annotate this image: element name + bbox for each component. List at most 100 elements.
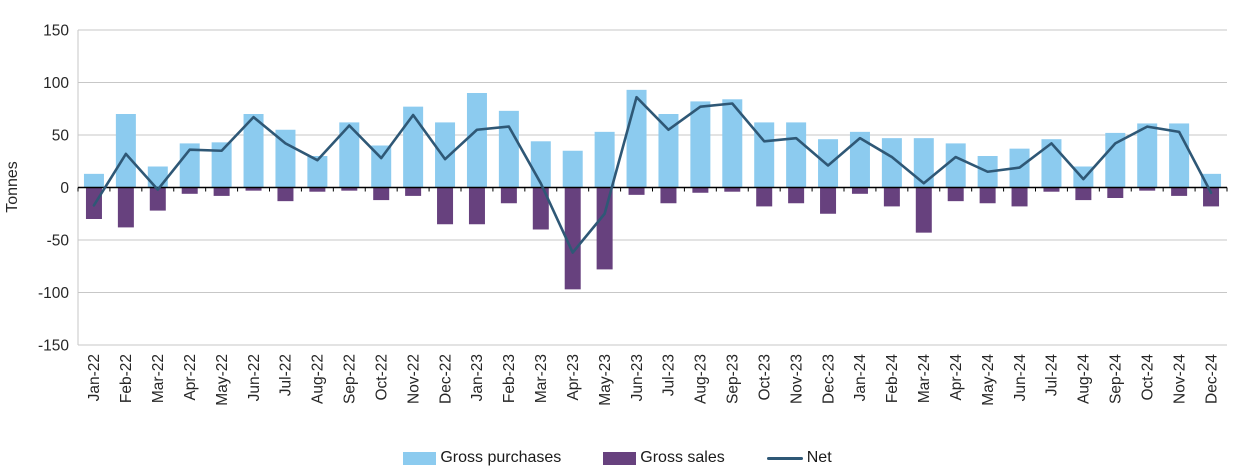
bar-gross-sales [149, 187, 166, 211]
bar-gross-purchases [754, 122, 775, 188]
x-tick-label: Feb-24 [884, 354, 901, 403]
bar-gross-sales [979, 187, 996, 204]
legend-swatch-gross-purchases [403, 451, 437, 465]
x-tick-label: Nov-22 [405, 354, 422, 404]
bar-gross-purchases [881, 138, 902, 188]
bar-gross-sales [1043, 187, 1060, 192]
x-tick-label: Nov-24 [1171, 354, 1188, 404]
x-tick-label: Jun-23 [629, 354, 646, 401]
bar-gross-purchases [818, 139, 839, 188]
x-tick-label: Oct-24 [1139, 354, 1156, 401]
bar-gross-sales [1171, 187, 1188, 196]
legend-label-gross-sales: Gross sales [640, 449, 725, 466]
bar-gross-sales [245, 187, 262, 191]
legend-label-net: Net [806, 449, 832, 466]
bar-gross-purchases [786, 122, 807, 188]
x-tick-label: May-24 [980, 354, 997, 406]
y-tick-label: 150 [43, 22, 69, 39]
legend-line-net [766, 456, 803, 460]
legend: Gross purchases Gross sales Net [0, 449, 1235, 467]
x-tick-label: Jan-22 [86, 354, 103, 401]
bar-gross-sales [468, 187, 485, 225]
x-tick-label: Aug-24 [1076, 354, 1093, 404]
bar-gross-sales [883, 187, 900, 207]
bar-gross-purchases [211, 142, 232, 188]
x-tick-label: May-23 [597, 354, 614, 406]
y-tick-label: 50 [52, 127, 70, 144]
x-tick-label: Jul-24 [1044, 354, 1061, 397]
y-tick-label: 100 [43, 75, 69, 92]
bar-gross-sales [213, 187, 230, 196]
x-tick-label: Feb-22 [118, 354, 135, 403]
bar-gross-sales [181, 187, 198, 194]
x-tick-label: Jan-24 [852, 354, 869, 402]
bar-gross-sales [564, 187, 581, 290]
bar-gross-purchases [1041, 139, 1062, 188]
bar-gross-purchases [115, 114, 136, 188]
legend-item-gross-sales: Gross sales [603, 449, 725, 467]
bar-gross-purchases [435, 122, 456, 188]
x-tick-label: Sep-22 [342, 354, 359, 404]
x-tick-label: Mar-22 [150, 354, 167, 403]
bar-gross-purchases [1105, 132, 1126, 188]
bar-gross-sales [277, 187, 294, 202]
bar-gross-sales [309, 187, 326, 192]
plot-area: Tonnes -150 -100 -50 0 50 100 150 Jan-22 Feb-22 M… [4, 22, 1228, 406]
bar-gross-sales [500, 187, 517, 204]
bar-gross-sales [788, 187, 805, 204]
x-tick-label: Jul-22 [278, 354, 295, 396]
bar-gross-sales [660, 187, 677, 204]
bar-gross-purchases [466, 93, 487, 188]
x-tick-label: Mar-23 [533, 354, 550, 403]
bar-gross-purchases [530, 141, 551, 188]
x-tick-label: Oct-23 [756, 354, 773, 401]
net-line [92, 95, 1213, 254]
legend-label-gross-purchases: Gross purchases [440, 449, 562, 466]
legend-item-gross-purchases: Gross purchases [403, 449, 561, 467]
bar-gross-sales [915, 187, 932, 233]
bar-gross-purchases [498, 110, 519, 188]
bar-gross-purchases [722, 99, 743, 188]
bar-gross-purchases [594, 131, 615, 188]
bar-gross-purchases [307, 156, 328, 188]
bar-gross-purchases [243, 114, 264, 188]
x-tick-label: Dec-23 [820, 354, 837, 404]
bar-gross-purchases [690, 101, 711, 188]
x-tick-label: Mar-24 [916, 354, 933, 403]
bar-gross-sales [851, 187, 868, 194]
bar-gross-purchases [275, 129, 296, 188]
x-tick-label: Dec-24 [1203, 354, 1220, 404]
bar-gross-purchases [371, 145, 392, 188]
x-tick-label: Feb-23 [501, 354, 518, 403]
bar-gross-purchases [403, 106, 424, 188]
bar-gross-purchases [339, 122, 360, 188]
x-tick-label: Sep-23 [725, 354, 742, 404]
y-tick-label: -150 [38, 337, 69, 354]
bar-gross-sales [405, 187, 422, 196]
x-tick-label: Nov-23 [788, 354, 805, 404]
bar-gross-sales [532, 187, 549, 230]
y-tick-label: -50 [47, 232, 70, 249]
bar-gross-purchases [562, 150, 583, 188]
bar-gross-sales [1203, 187, 1220, 207]
bar-gross-sales [692, 187, 709, 193]
bar-gross-sales [1011, 187, 1028, 207]
x-tick-label: Jun-24 [1012, 354, 1029, 402]
legend-swatch-gross-sales [603, 451, 637, 465]
x-tick-label: May-22 [214, 354, 231, 406]
bar-gross-sales [596, 187, 613, 270]
x-tick-label: Jan-23 [469, 354, 486, 401]
y-tick-label: -100 [38, 285, 69, 302]
bar-gross-purchases [83, 173, 104, 188]
bar-gross-sales [724, 187, 741, 192]
x-tick-label: Apr-24 [948, 354, 965, 401]
x-tick-label: Apr-23 [565, 354, 582, 401]
bar-gross-sales [437, 187, 454, 225]
x-tick-label: Dec-22 [437, 354, 454, 404]
bar-gross-purchases [1137, 123, 1158, 188]
bar-gross-sales [1075, 187, 1092, 201]
y-tick-label: 0 [60, 180, 69, 197]
bar-gross-sales [1107, 187, 1124, 198]
bar-gross-sales [341, 187, 358, 191]
